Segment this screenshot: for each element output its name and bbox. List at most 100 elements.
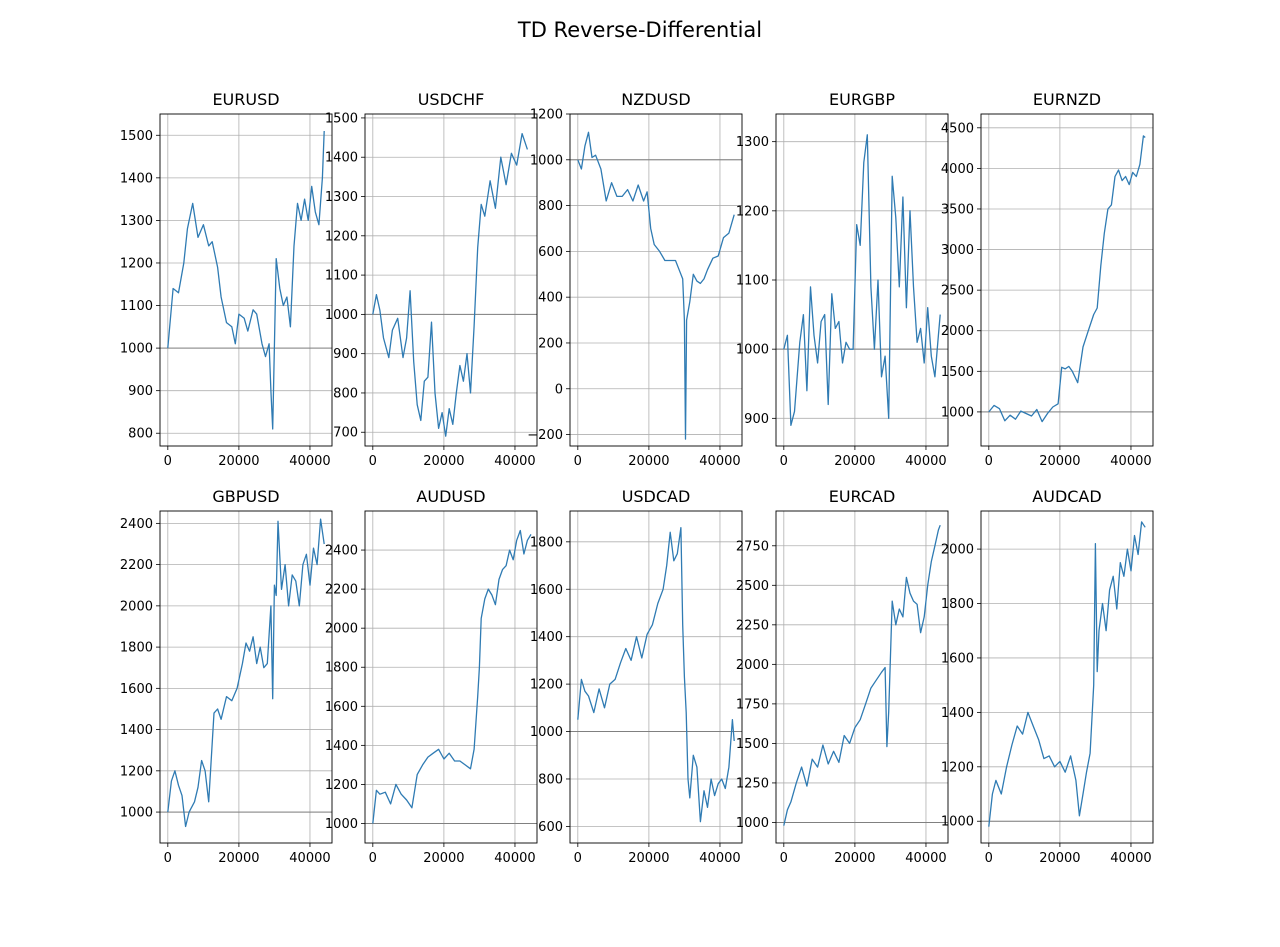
series-line-eurgbp [783, 134, 941, 426]
y-tick-label: 1400 [325, 151, 358, 166]
y-tick-label: 1000 [120, 342, 153, 357]
y-tick-label: 600 [538, 820, 563, 835]
y-tick-label: 1000 [325, 308, 358, 323]
y-tick-label: 1600 [530, 583, 563, 598]
y-tick-label: 2000 [941, 543, 974, 558]
y-tick-label: 1200 [325, 778, 358, 793]
y-tick-label: 2200 [120, 558, 153, 573]
axes-frame [364, 113, 538, 447]
subplot-title: EURCAD [829, 487, 896, 506]
subplot-grid: 0 20000 4000080090010001100120013001400150… [120, 90, 1154, 866]
x-tick-label: 40000 [289, 454, 330, 469]
series-line-usdcad [577, 526, 735, 823]
subplot-eurnzd: 0 20000 40000 1000 1500 2000 2500 3000 3500 4000 4… [941, 90, 1154, 469]
x-tick-label: 40000 [494, 454, 535, 469]
series-line-audusd [372, 529, 532, 824]
subplot-title: USDCHF [418, 90, 485, 109]
axes-frame [569, 113, 743, 447]
y-tick-label: 1500 [325, 111, 358, 126]
y-tick-label: −200 [527, 428, 563, 443]
y-tick-label: 1000 [736, 343, 769, 358]
y-tick-label: 700 [333, 426, 358, 441]
y-tick-label: 1500 [941, 365, 974, 380]
y-tick-label: 1300 [120, 214, 153, 229]
x-tick-label: 40000 [1110, 454, 1151, 469]
y-tick-label: 600 [538, 245, 563, 260]
y-tick-label: 1200 [120, 256, 153, 271]
axes-frame [364, 510, 538, 844]
y-tick-label: 1000 [941, 405, 974, 420]
x-tick-label: 0 [780, 851, 788, 866]
y-tick-label: 2000 [325, 622, 358, 637]
subplot-usdcad: 0 20000 40000 600 800 1000 1200 1400 1600 1800 USD… [530, 487, 743, 866]
x-tick-label: 0 [574, 851, 582, 866]
y-tick-label: 1000 [120, 806, 153, 821]
y-tick-label: 1400 [325, 739, 358, 754]
x-tick-label: 20000 [423, 851, 464, 866]
x-tick-label: 40000 [1110, 851, 1151, 866]
y-tick-label: 1800 [530, 535, 563, 550]
y-tick-label: 1000 [736, 816, 769, 831]
series-line-eurusd [167, 130, 325, 430]
x-tick-label: 40000 [905, 851, 946, 866]
y-tick-label: 0 [555, 382, 563, 397]
subplot-nzdusd: 0 20000 40000 −200 0 200 400 600 800 1000 1200 NZDU… [527, 90, 743, 469]
plot-area [570, 114, 742, 446]
subplot-title: NZDUSD [621, 90, 690, 109]
plot-area [776, 511, 948, 843]
axes-frame [980, 510, 1154, 844]
x-tick-label: 0 [985, 851, 993, 866]
x-tick-label: 20000 [1039, 851, 1080, 866]
x-tick-label: 40000 [494, 851, 535, 866]
subplot-title: USDCAD [622, 487, 691, 506]
y-tick-label: 1600 [120, 682, 153, 697]
axes-frame [569, 510, 743, 844]
subplot-title: EURUSD [212, 90, 279, 109]
y-tick-label: 1400 [120, 171, 153, 186]
x-tick-label: 20000 [218, 851, 259, 866]
x-tick-label: 0 [369, 454, 377, 469]
subplot-title: GBPUSD [212, 487, 279, 506]
y-tick-label: 2500 [941, 284, 974, 299]
y-tick-label: 1300 [325, 190, 358, 205]
y-tick-label: 3000 [941, 243, 974, 258]
x-tick-label: 40000 [699, 851, 740, 866]
y-tick-label: 1800 [325, 661, 358, 676]
subplot-eurusd: 0 20000 40000 800 900 1000 1100 1200 1300 1400 150… [120, 90, 333, 469]
subplot-audcad: 0 20000 40000 1000 1200 1400 1600 1800 2000 AUDCA… [941, 487, 1154, 866]
subplot-audusd: 0 20000 40000 1000 1200 1400 1600 1800 2000 2200 2… [325, 487, 538, 866]
y-tick-label: 800 [128, 427, 153, 442]
plot-area [570, 511, 742, 843]
x-tick-label: 40000 [289, 851, 330, 866]
x-tick-label: 0 [164, 454, 172, 469]
subplot-gbpusd: 0 20000 40000 1000 1200 1400 1600 1800 2000 2200 2… [120, 487, 333, 866]
axes-frame [159, 113, 333, 447]
series-line-eurcad [783, 524, 941, 826]
y-tick-label: 2400 [325, 544, 358, 559]
plot-area [160, 511, 332, 843]
y-tick-label: 1250 [736, 776, 769, 791]
y-tick-label: 1200 [120, 764, 153, 779]
y-tick-label: 2200 [325, 583, 358, 598]
y-tick-label: 800 [333, 386, 358, 401]
y-tick-label: 1200 [530, 678, 563, 693]
plot-area [365, 114, 537, 446]
subplot-title: AUDUSD [416, 487, 485, 506]
series-line-audcad [988, 521, 1146, 827]
y-tick-label: 2000 [120, 599, 153, 614]
y-tick-label: 1000 [941, 815, 974, 830]
y-tick-label: 1600 [941, 651, 974, 666]
x-tick-label: 0 [164, 851, 172, 866]
plot-area [981, 114, 1153, 446]
axes-frame [159, 510, 333, 844]
x-tick-label: 40000 [699, 454, 740, 469]
x-tick-label: 0 [985, 454, 993, 469]
y-tick-label: 800 [538, 772, 563, 787]
x-tick-label: 20000 [1039, 454, 1080, 469]
axes-frame [775, 510, 949, 844]
y-tick-label: 1750 [736, 697, 769, 712]
y-tick-label: 1000 [530, 725, 563, 740]
y-tick-label: 1300 [736, 135, 769, 150]
y-tick-label: 2400 [120, 517, 153, 532]
